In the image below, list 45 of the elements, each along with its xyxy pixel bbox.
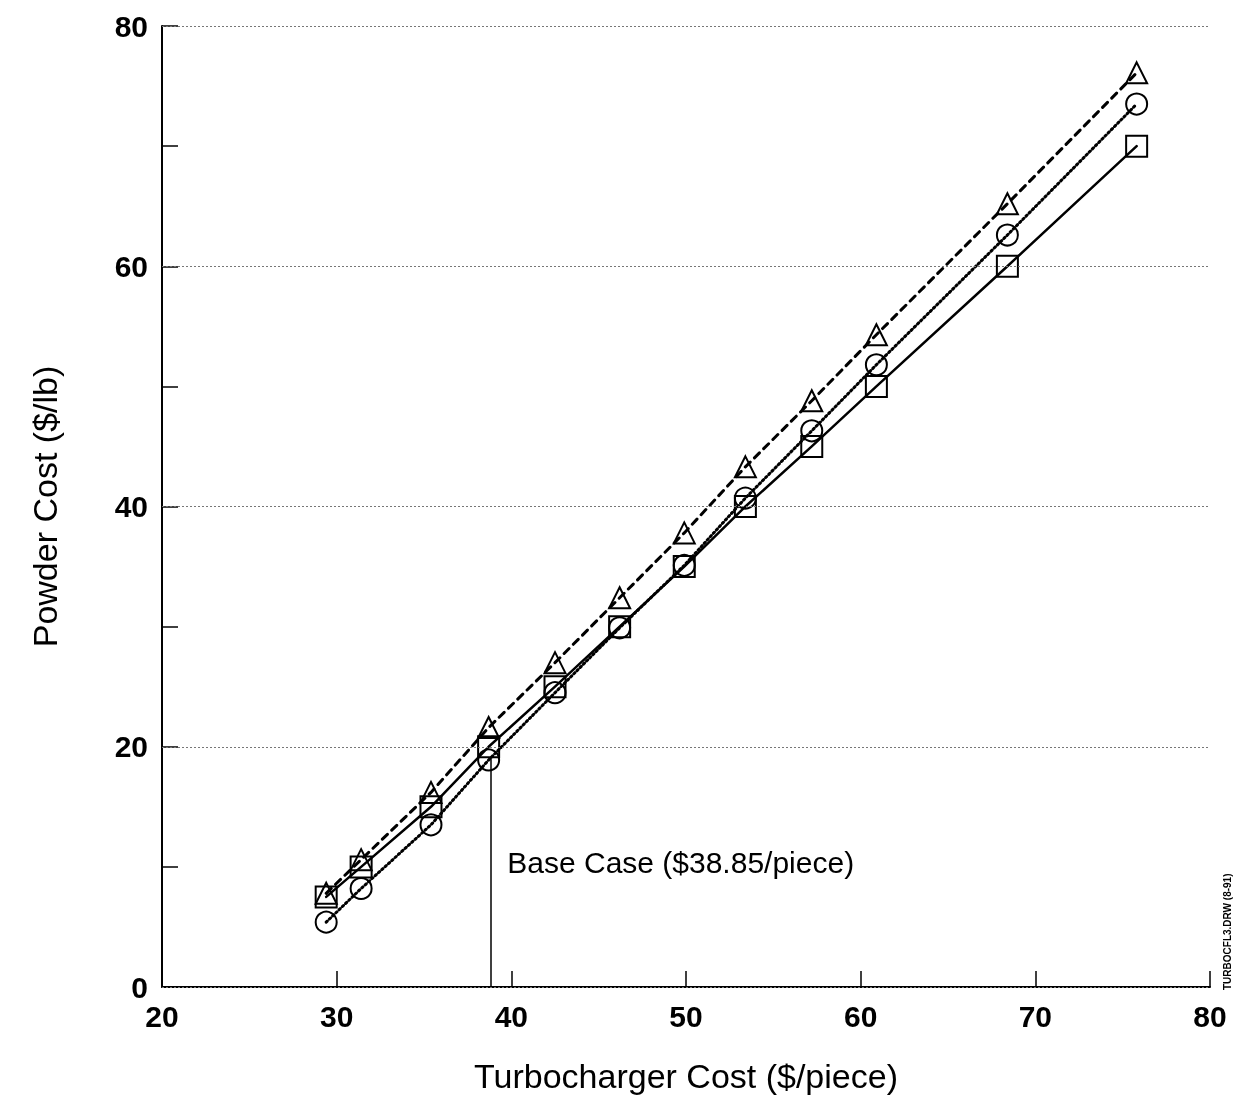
- ref-line-label: Base Case ($38.85/piece): [507, 845, 855, 879]
- y-tick-label: 80: [114, 9, 148, 43]
- point: [995, 223, 1019, 247]
- point: [733, 495, 757, 518]
- x-tick-label: 20: [145, 999, 179, 1033]
- point: [864, 374, 888, 398]
- y-tick-label: 60: [114, 249, 148, 283]
- point: [733, 486, 757, 510]
- point: [608, 586, 632, 610]
- point: [995, 192, 1019, 216]
- point: [314, 910, 338, 934]
- point: [419, 795, 443, 819]
- text: TURBOCFL3.DRW (8-91): [1221, 873, 1233, 990]
- point: [1125, 92, 1149, 116]
- x-tick-label: 60: [843, 999, 878, 1033]
- point: [864, 323, 888, 347]
- x-axis-title: Turbocharger Cost ($/piece): [474, 1057, 898, 1095]
- x-tick-label: 50: [669, 999, 703, 1033]
- point: [543, 681, 567, 705]
- point: [419, 813, 443, 837]
- point: [477, 735, 501, 759]
- y-tick-label: 40: [114, 490, 148, 523]
- point: [800, 419, 824, 443]
- y-tick-label: 20: [114, 730, 148, 764]
- point: [349, 877, 373, 900]
- point: [477, 716, 501, 740]
- point: [1125, 61, 1149, 85]
- point: [733, 455, 757, 479]
- point: [349, 848, 373, 872]
- point: [543, 675, 567, 699]
- x-tick-label: 70: [1018, 999, 1053, 1033]
- point: [800, 434, 824, 458]
- point: [1125, 134, 1149, 158]
- point: [864, 353, 888, 377]
- point: [800, 389, 824, 413]
- x-tick-label: 40: [494, 999, 529, 1033]
- point: [995, 254, 1019, 278]
- y-axis-title: Powder Cost ($/lb): [26, 365, 64, 648]
- point: [477, 748, 501, 772]
- x-tick-label: 30: [319, 999, 354, 1033]
- point: [543, 651, 567, 675]
- x-tick-label: 80: [1193, 999, 1227, 1033]
- y-tick-label: 0: [131, 970, 148, 1004]
- point: [672, 521, 696, 545]
- point: [349, 855, 373, 879]
